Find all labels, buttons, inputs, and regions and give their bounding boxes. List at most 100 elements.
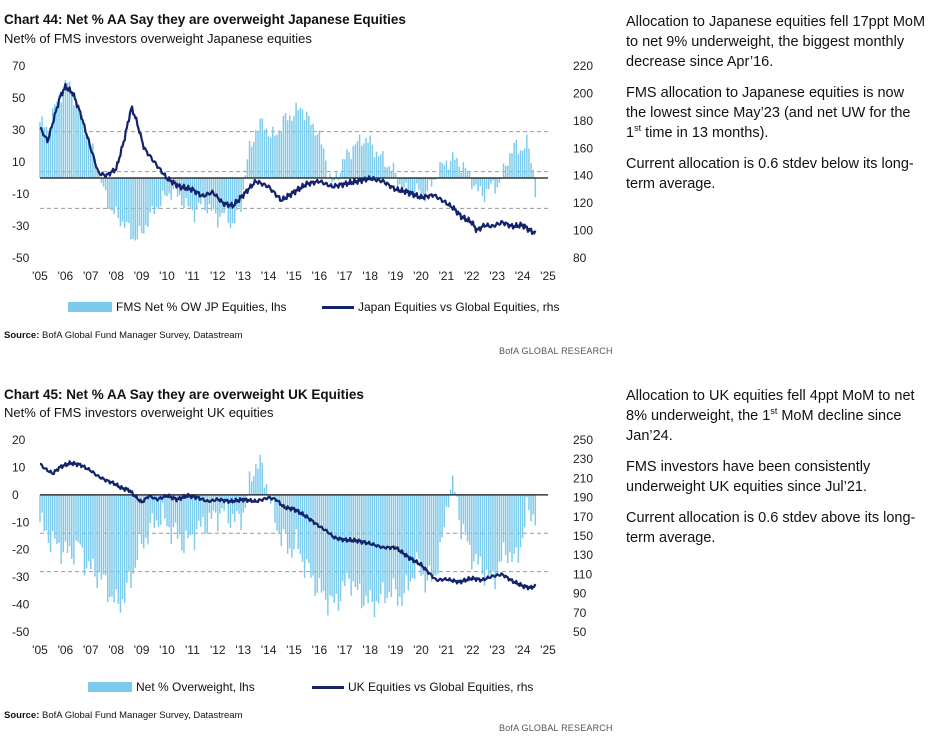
bar [409, 494, 412, 582]
rhs-tick-label: 120 [573, 196, 593, 210]
bar [66, 494, 69, 554]
lhs-tick-label: -10 [12, 515, 30, 529]
bar [151, 178, 153, 207]
bar [462, 494, 465, 524]
bar [87, 136, 90, 178]
bar [71, 494, 73, 559]
bar [248, 141, 251, 178]
bar [418, 494, 420, 559]
bar [432, 178, 435, 181]
x-tick-label: '11 [185, 269, 200, 283]
bar [246, 159, 249, 178]
line-series [40, 460, 537, 591]
bar [106, 178, 109, 210]
bar [462, 162, 465, 178]
bar [147, 178, 149, 227]
bar [439, 494, 441, 543]
bar [244, 175, 247, 178]
bar [320, 144, 323, 178]
bar [394, 172, 397, 178]
bar [310, 494, 312, 578]
bar [225, 178, 228, 208]
bar [346, 494, 348, 574]
bar [278, 494, 280, 533]
bar [291, 120, 293, 178]
bar [437, 494, 439, 574]
legend-bar-item: FMS Net % OW JP Equities, lhs [68, 300, 287, 314]
bar [422, 494, 424, 575]
bar [75, 98, 77, 178]
legend-line-label: Japan Equities vs Global Equities, rhs [358, 300, 560, 314]
commentary-japan: Allocation to Japanese equities fell 17p… [626, 12, 926, 205]
bar [214, 494, 217, 513]
bar [430, 178, 433, 187]
bar [458, 494, 460, 521]
x-tick-label: '19 [388, 269, 404, 283]
bar [54, 104, 56, 178]
bar [140, 178, 143, 234]
lhs-tick-label: 30 [12, 123, 26, 137]
bar [104, 178, 107, 191]
bar [329, 494, 331, 596]
bar [47, 494, 50, 543]
bar [365, 137, 367, 178]
bar [443, 164, 446, 178]
bar [377, 494, 380, 604]
bar [369, 135, 371, 178]
lhs-tick-label: 70 [12, 59, 26, 73]
bar [43, 127, 45, 178]
note-paragraph: Current allocation is 0.6 stdev below it… [626, 156, 914, 192]
rhs-tick-label: 250 [573, 433, 593, 447]
bar [149, 494, 151, 524]
x-tick-label: '09 [134, 269, 150, 283]
bar [181, 178, 183, 206]
bar [151, 494, 153, 514]
x-tick-label: '18 [362, 269, 378, 283]
rhs-tick-label: 160 [573, 141, 593, 155]
bar [41, 116, 43, 178]
rhs-tick-label: 50 [573, 625, 587, 639]
bar [466, 170, 469, 178]
x-tick-label: '08 [108, 269, 124, 283]
bar [426, 178, 429, 191]
bar [435, 494, 437, 576]
bar [341, 158, 344, 178]
bar [255, 464, 257, 495]
bar [526, 494, 528, 498]
bar [407, 494, 410, 591]
bar [441, 163, 443, 178]
bar [403, 178, 405, 188]
bar [420, 494, 422, 576]
bar [145, 494, 147, 538]
bar [407, 178, 410, 198]
bar [85, 494, 88, 569]
bar [98, 494, 101, 573]
bar [348, 152, 350, 178]
bar [299, 107, 302, 178]
bar [301, 494, 304, 562]
bar [142, 178, 145, 234]
bar [445, 494, 448, 507]
bar [456, 157, 458, 178]
x-tick-label: '07 [83, 269, 99, 283]
bar [233, 494, 236, 523]
x-tick-label: '25 [540, 269, 556, 283]
bar [466, 494, 469, 542]
bar [350, 494, 352, 596]
bar [119, 178, 122, 227]
bar [297, 109, 299, 178]
rhs-tick-label: 90 [573, 587, 587, 601]
bar [339, 172, 342, 178]
bar [172, 494, 175, 528]
bar [392, 162, 395, 178]
bar [212, 494, 215, 511]
bar [47, 130, 50, 178]
bar [507, 165, 509, 178]
bar [490, 494, 492, 575]
bar [229, 494, 232, 528]
bar [468, 172, 471, 178]
bar [115, 178, 117, 207]
bar [337, 494, 340, 611]
bar [344, 159, 346, 178]
bar [265, 484, 268, 495]
